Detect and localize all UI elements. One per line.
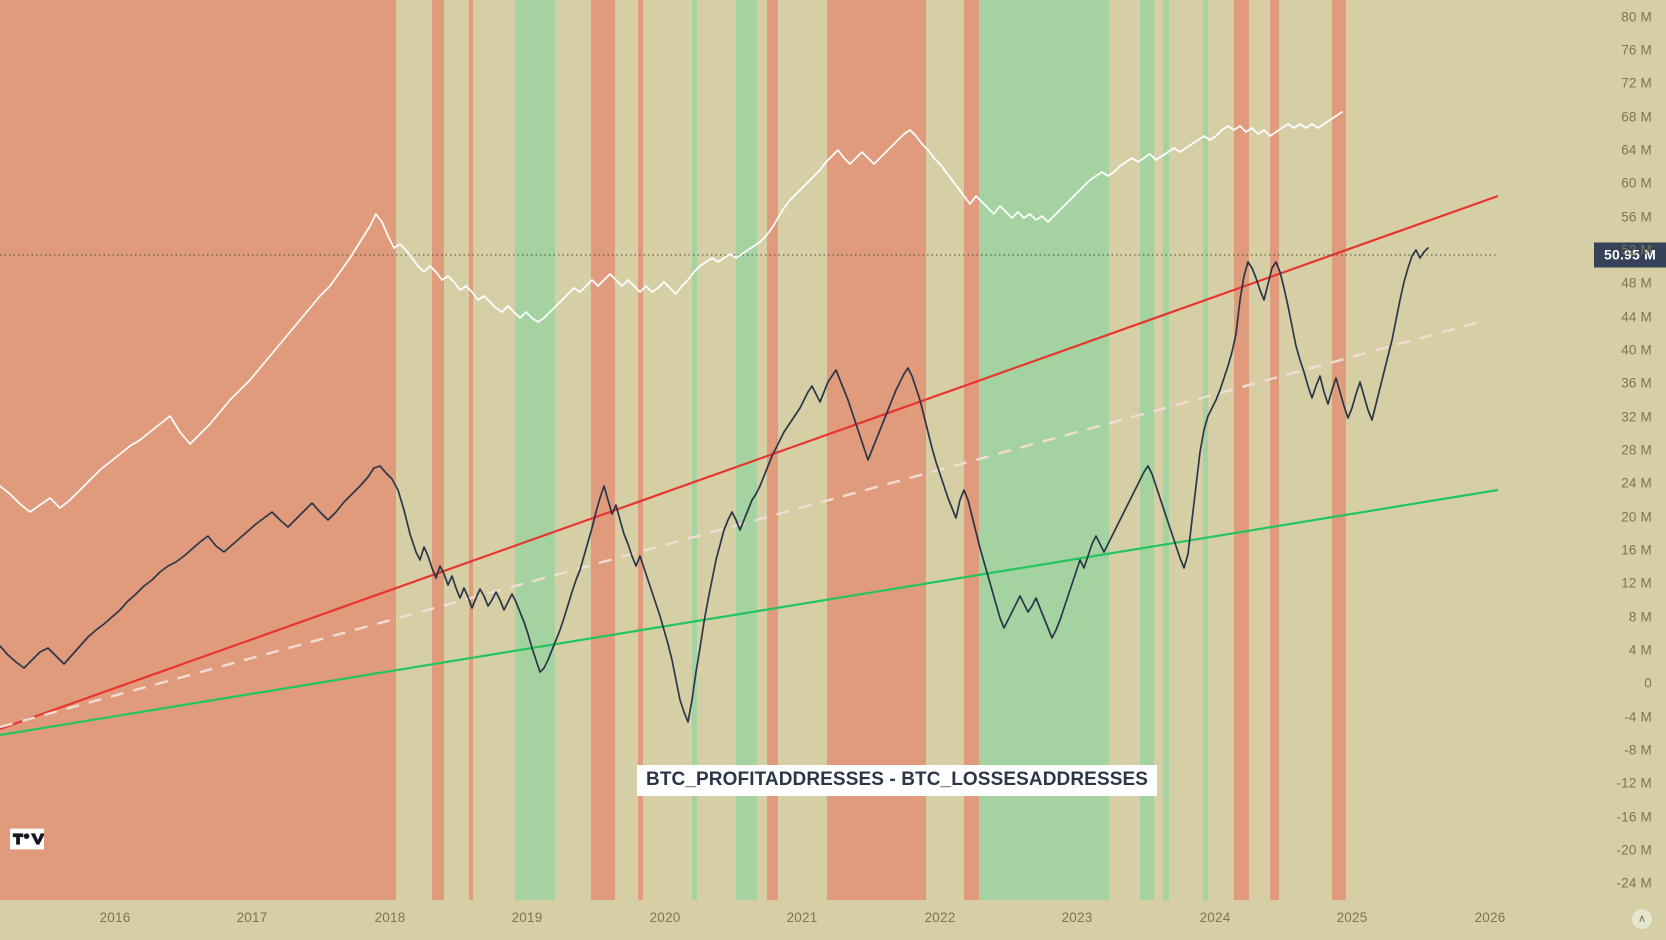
highlight-band-red bbox=[1270, 0, 1279, 900]
price-axis-tick: 48 M bbox=[1621, 275, 1652, 291]
chart-title-legend: BTC_PROFITADDRESSES - BTC_LOSSESADDRESSE… bbox=[637, 765, 1158, 796]
price-axis-tick: 32 M bbox=[1621, 409, 1652, 425]
price-axis-tick: 8 M bbox=[1628, 609, 1652, 625]
current-price-badge: 50.95 M bbox=[1594, 242, 1666, 268]
highlight-band-green bbox=[1163, 0, 1169, 900]
price-axis-tick: 44 M bbox=[1621, 309, 1652, 325]
price-axis-tick: 4 M bbox=[1628, 642, 1652, 658]
time-axis-tick: 2020 bbox=[649, 910, 681, 925]
price-axis-tick: 68 M bbox=[1621, 109, 1652, 125]
time-axis-tick: 2017 bbox=[236, 910, 268, 925]
price-axis-tick: 80 M bbox=[1621, 9, 1652, 25]
price-axis-tick: 24 M bbox=[1621, 475, 1652, 491]
time-axis-tick: 2022 bbox=[924, 910, 956, 925]
highlight-band-neutral bbox=[396, 0, 432, 900]
price-axis-tick: -16 M bbox=[1616, 809, 1652, 825]
price-axis-tick: 40 M bbox=[1621, 342, 1652, 358]
tradingview-logo bbox=[10, 828, 44, 850]
time-axis-tick: 2016 bbox=[99, 910, 131, 925]
chart-plot-area[interactable]: BTC_PROFITADDRESSES - BTC_LOSSESADDRESSE… bbox=[0, 0, 1498, 900]
highlight-band-green bbox=[515, 0, 555, 900]
price-axis-tick: -12 M bbox=[1616, 775, 1652, 791]
price-scale[interactable]: 50.95 M 80 M 76 M 72 M 68 M 64 M 60 M 56 M 52 M… bbox=[1498, 0, 1666, 900]
time-axis-tick: 2024 bbox=[1199, 910, 1231, 925]
price-axis-tick: 56 M bbox=[1621, 209, 1652, 225]
highlight-band-red bbox=[469, 0, 473, 900]
time-axis-tick: 2019 bbox=[511, 910, 543, 925]
price-axis-tick: 60 M bbox=[1621, 175, 1652, 191]
highlight-band-red bbox=[0, 0, 396, 900]
time-axis-tick: 2021 bbox=[786, 910, 818, 925]
price-axis-tick: -8 M bbox=[1624, 742, 1652, 758]
time-axis-tick: 2026 bbox=[1474, 910, 1506, 925]
time-scale[interactable]: ∧ 2016 2017 2018 2019 2020 2021 2022 2023 2024 20… bbox=[0, 900, 1666, 940]
price-axis-tick: -24 M bbox=[1616, 875, 1652, 891]
time-axis-tick: 2025 bbox=[1336, 910, 1368, 925]
price-axis-tick: 76 M bbox=[1621, 42, 1652, 58]
time-axis-tick: 2018 bbox=[374, 910, 406, 925]
chevron-up-icon[interactable]: ∧ bbox=[1632, 909, 1652, 929]
price-axis-tick: -4 M bbox=[1624, 709, 1652, 725]
price-axis-tick: 36 M bbox=[1621, 375, 1652, 391]
highlight-band-green bbox=[1203, 0, 1208, 900]
price-axis-tick: 12 M bbox=[1621, 575, 1652, 591]
price-axis-tick: 20 M bbox=[1621, 509, 1652, 525]
price-axis-tick: 64 M bbox=[1621, 142, 1652, 158]
price-axis-tick: 72 M bbox=[1621, 75, 1652, 91]
price-axis-tick: 28 M bbox=[1621, 442, 1652, 458]
price-axis-tick: 52 M bbox=[1621, 242, 1652, 258]
time-axis-tick: 2023 bbox=[1061, 910, 1093, 925]
highlight-band-red bbox=[1332, 0, 1346, 900]
price-axis-tick: 0 bbox=[1644, 675, 1652, 691]
price-axis-tick: -20 M bbox=[1616, 842, 1652, 858]
highlight-band-red bbox=[432, 0, 444, 900]
price-axis-tick: 16 M bbox=[1621, 542, 1652, 558]
highlight-band-red bbox=[1234, 0, 1249, 900]
highlight-band-red bbox=[591, 0, 615, 900]
